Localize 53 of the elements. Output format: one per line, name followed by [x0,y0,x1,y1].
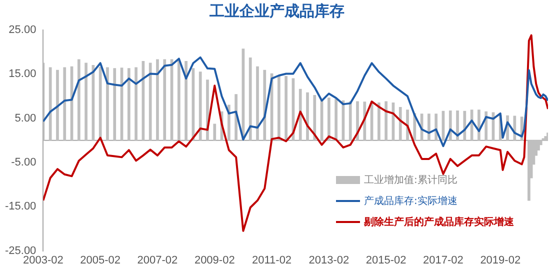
legend-label: 工业增加值:累计同比 [364,174,458,187]
bar [184,61,188,141]
bar [528,140,530,201]
x-tick-label: 2017-02 [423,254,464,266]
bar [428,114,430,141]
bar [113,68,116,141]
x-tick-label: 2015-02 [366,254,406,266]
bar [156,59,159,141]
bar [148,62,152,141]
bar [213,124,216,141]
chart-title: 工业企业产成品库存 [208,2,346,21]
y-tick-label: 25.00 [8,24,36,36]
bar [198,72,202,141]
x-tick-label: 2009-02 [194,254,235,266]
x-tick-label: 2005-02 [80,254,121,266]
bar [398,106,402,141]
bar [84,62,88,141]
bar [298,88,302,141]
bar [277,75,280,141]
bar [163,59,166,141]
bar [456,110,459,141]
bar [63,67,66,141]
y-tick-label: 15.00 [8,68,36,80]
bar [384,101,388,141]
legend-label: 产成品库存:实际增速 [364,194,458,208]
bar [328,98,330,141]
x-tick-label: 2007-02 [137,254,178,266]
bar [313,95,316,141]
x-tick-label: 2003-02 [23,254,64,266]
x-tick-label: 2011-02 [252,254,292,266]
y-tick-label: -5.00 [11,156,36,169]
bar [284,76,288,141]
bar [48,67,52,141]
bar [348,101,352,141]
bar [378,102,380,141]
bar [177,60,180,141]
bar [256,66,259,141]
x-tick-label: 2019-02 [480,254,521,266]
y-tick-label: -25.00 [4,244,36,257]
bar [263,70,266,141]
y-tick-label: 5.00 [14,112,36,124]
bar [127,68,130,141]
bar [56,70,59,141]
bar [334,99,338,141]
y-tick-label: -15.00 [4,200,36,213]
bar [106,67,109,141]
bar [248,57,252,141]
legend-label: 剔除生产后的产成品库存实际增速 [364,215,514,229]
bar [134,67,138,141]
bar [77,59,80,141]
x-tick-label: 2013-02 [308,254,350,266]
bar [306,92,309,141]
bar [98,66,102,141]
